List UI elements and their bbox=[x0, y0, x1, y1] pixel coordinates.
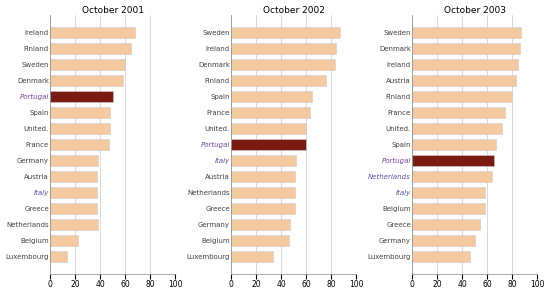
Bar bbox=[412, 107, 505, 118]
Bar bbox=[232, 139, 306, 150]
Bar bbox=[232, 91, 312, 102]
Bar bbox=[232, 59, 335, 70]
Bar bbox=[232, 219, 290, 230]
Bar bbox=[412, 43, 520, 54]
Bar bbox=[232, 235, 289, 246]
Bar bbox=[412, 219, 480, 230]
Bar bbox=[232, 171, 295, 182]
Bar bbox=[232, 251, 273, 263]
Bar bbox=[412, 251, 470, 263]
Bar bbox=[412, 187, 485, 199]
Bar bbox=[412, 171, 492, 182]
Bar bbox=[412, 123, 502, 134]
Bar bbox=[232, 43, 336, 54]
Bar bbox=[50, 91, 113, 102]
Bar bbox=[412, 235, 475, 246]
Bar bbox=[412, 27, 521, 38]
Bar bbox=[50, 59, 125, 70]
Bar bbox=[412, 139, 496, 150]
Bar bbox=[50, 155, 98, 166]
Bar bbox=[50, 123, 110, 134]
Bar bbox=[232, 123, 306, 134]
Bar bbox=[50, 187, 96, 199]
Bar bbox=[50, 203, 96, 214]
Title: October 2003: October 2003 bbox=[444, 6, 506, 14]
Bar bbox=[50, 139, 109, 150]
Bar bbox=[50, 43, 131, 54]
Bar bbox=[232, 203, 295, 214]
Title: October 2001: October 2001 bbox=[82, 6, 144, 14]
Bar bbox=[412, 59, 519, 70]
Bar bbox=[232, 27, 340, 38]
Bar bbox=[50, 219, 98, 230]
Bar bbox=[232, 107, 310, 118]
Bar bbox=[412, 75, 516, 86]
Bar bbox=[412, 155, 493, 166]
Bar bbox=[50, 27, 135, 38]
Bar bbox=[232, 187, 295, 199]
Bar bbox=[50, 107, 110, 118]
Bar bbox=[50, 251, 67, 263]
Bar bbox=[412, 203, 485, 214]
Bar bbox=[50, 235, 78, 246]
Bar bbox=[50, 171, 96, 182]
Bar bbox=[412, 91, 512, 102]
Bar bbox=[232, 75, 326, 86]
Bar bbox=[50, 75, 123, 86]
Title: October 2002: October 2002 bbox=[263, 6, 324, 14]
Bar bbox=[232, 155, 296, 166]
